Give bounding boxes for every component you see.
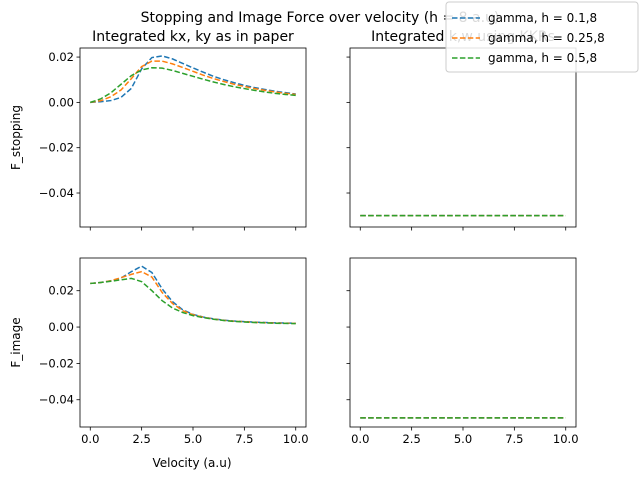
subplot-title: Integrated kx, ky as in paper [92, 29, 294, 45]
x-tick-label: 10.0 [553, 432, 579, 446]
series-line-1 [90, 55, 296, 104]
y-tick-label: −0.02 [39, 141, 74, 155]
legend-label: gamma, h = 0.5,8 [488, 51, 597, 65]
y-tick-label: 0.02 [48, 50, 74, 64]
series-line-3 [90, 66, 296, 104]
subplot-1: 0.02 0.00 −0.02 −0.04 Integrated kx, ky as i… [9, 29, 307, 231]
x-tick-label: 5.0 [454, 432, 472, 446]
x-tick-label: 2.5 [402, 432, 420, 446]
x-axis-label: Velocity (a.u) [152, 456, 231, 470]
x-tick-label: 7.5 [505, 432, 523, 446]
y-tick-label: −0.04 [39, 393, 74, 407]
plot-frame [349, 47, 577, 228]
y-tick-label: −0.04 [39, 186, 74, 200]
x-tick-label: 0.0 [81, 432, 99, 446]
series-line-2 [90, 60, 296, 104]
series-line-3 [90, 277, 296, 325]
legend-label: gamma, h = 0.1,8 [488, 11, 597, 25]
plot-frame [79, 47, 307, 228]
y-tick-label: 0.00 [48, 320, 74, 334]
y-tick-label: 0.00 [48, 95, 74, 109]
x-tick-label: 10.0 [283, 432, 309, 446]
x-tick-label: 2.5 [132, 432, 150, 446]
y-tick-label: −0.02 [39, 356, 74, 370]
y-tick-label: 0.02 [48, 284, 74, 298]
legend-frame [445, 1, 639, 73]
x-tick-label: 0.0 [351, 432, 369, 446]
subplot-3: 0.0 2.5 5.0 7.5 10.0 0.02 0.00 −0.02 −0.04 F_imag… [9, 257, 309, 446]
y-axis-label: F_image [9, 317, 23, 367]
plot-frame [349, 257, 577, 428]
legend-label: gamma, h = 0.25,8 [488, 31, 605, 45]
subplot-4: 0.0 2.5 5.0 7.5 10.0 [346, 257, 579, 446]
x-tick-label: 7.5 [235, 432, 253, 446]
y-axis-label: F_stopping [9, 105, 23, 170]
figure-title: Stopping and Image Force over velocity (… [141, 10, 500, 26]
x-tick-label: 5.0 [184, 432, 202, 446]
panels: 0.02 0.00 −0.02 −0.04 Integrated kx, ky as i… [9, 29, 579, 446]
legend: gamma, h = 0.1,8 gamma, h = 0.25,8 gamma, … [445, 1, 639, 73]
plot-frame [79, 257, 307, 428]
